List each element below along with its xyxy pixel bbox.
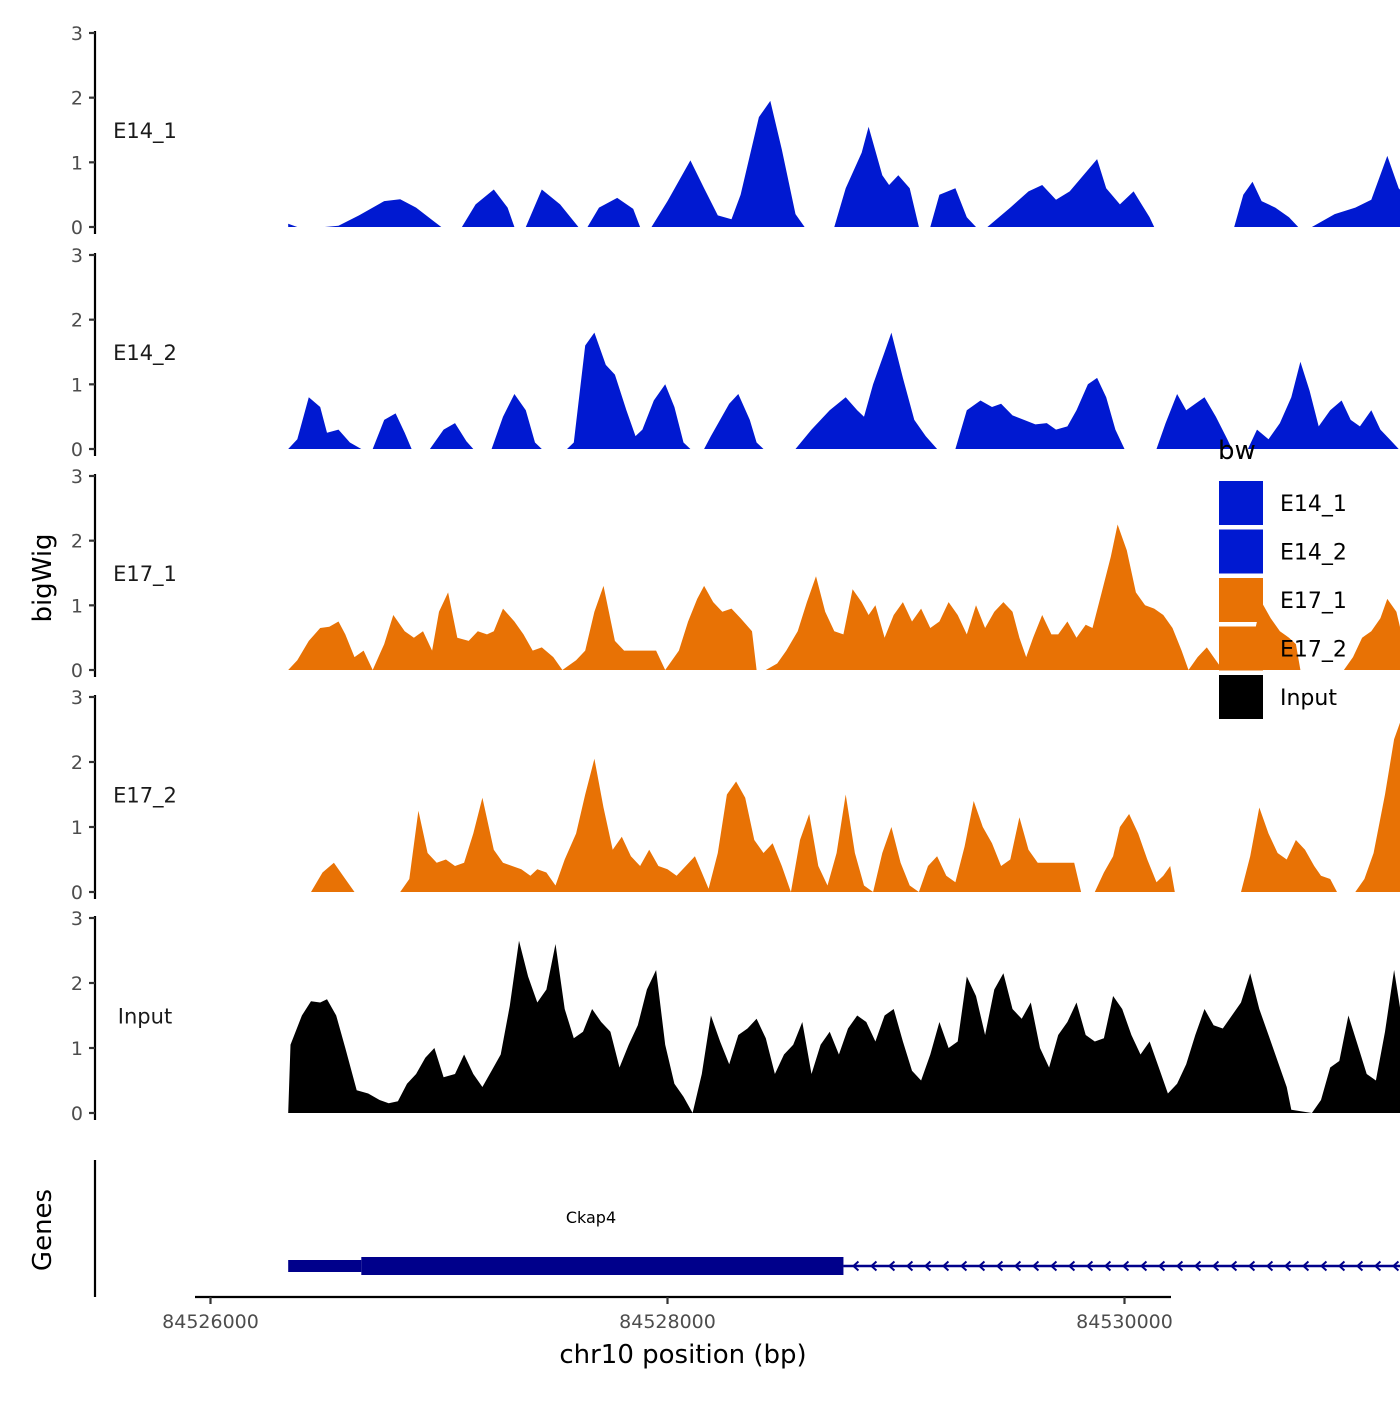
y-tick-label: 2 (71, 310, 83, 332)
strand-arrow (1067, 1260, 1076, 1272)
y-tick-label: 1 (71, 1038, 83, 1060)
legend-label: E14_1 (1280, 492, 1347, 517)
y-tick-label: 1 (71, 374, 83, 396)
legend-label: E17_2 (1280, 638, 1347, 663)
strand-arrow (1355, 1260, 1364, 1272)
strand-arrow (1157, 1260, 1166, 1272)
track-input: 0 1 2 3 Input (71, 908, 1400, 1125)
y-tick-label: 3 (71, 23, 83, 45)
track-label: Input (118, 1005, 172, 1029)
strand-arrow (977, 1260, 986, 1272)
legend-swatch (1219, 626, 1263, 671)
x-axis: 8452600084528000845300008453200084534000… (162, 1295, 1173, 1333)
track-e14-1: 0 1 2 3 E14_1 (71, 23, 1400, 239)
strand-arrow (1301, 1260, 1310, 1272)
strand-arrow (1049, 1260, 1058, 1272)
gene-name-label: Ckap4 (566, 1208, 616, 1227)
strand-arrow (923, 1260, 932, 1272)
x-tick-label: 84530000 (1076, 1311, 1173, 1333)
strand-arrow (1121, 1260, 1130, 1272)
x-tick-label: 84528000 (619, 1311, 716, 1333)
track-label: E14_2 (113, 341, 177, 366)
strand-arrow (941, 1260, 950, 1272)
y-tick-label: 2 (71, 88, 83, 110)
y-tick-label: 0 (71, 1103, 83, 1125)
y-tick-label: 2 (71, 752, 83, 774)
y-tick-label: 3 (71, 245, 83, 267)
strand-arrow (1283, 1260, 1292, 1272)
strand-arrow (1031, 1260, 1040, 1272)
strand-arrow (851, 1260, 860, 1272)
strand-arrow (1391, 1260, 1400, 1272)
legend-swatch (1219, 675, 1263, 719)
y-tick-label: 1 (71, 152, 83, 174)
y-tick-label: 3 (71, 466, 83, 488)
coverage-area-e14-2 (288, 332, 1400, 449)
gene-track-title: Genes (28, 1189, 58, 1271)
strand-arrow (1211, 1260, 1220, 1272)
legend-title: bw (1218, 436, 1256, 466)
coverage-area-e14-1 (288, 100, 1400, 227)
strand-arrow (1247, 1260, 1256, 1272)
track-label: E17_2 (113, 784, 177, 809)
strand-arrow (1373, 1260, 1382, 1272)
strand-arrow (869, 1260, 878, 1272)
y-tick-label: 2 (71, 973, 83, 995)
strand-arrow (1337, 1260, 1346, 1272)
legend-label: E17_1 (1280, 589, 1347, 614)
track-e17-1: 0 1 2 3 E17_1 (71, 466, 1400, 682)
strand-arrow (1175, 1260, 1184, 1272)
gene-track-layer: Ckap4 (93, 1160, 1400, 1297)
legend: bw E14_1 E14_2 E17_1 E17_2 Input (1218, 436, 1347, 719)
y-tick-label: 0 (71, 882, 83, 904)
track-label: E14_1 (113, 119, 177, 144)
strand-arrow (905, 1260, 914, 1272)
coverage-area-e17-1 (288, 524, 1400, 670)
strand-arrow (1319, 1260, 1328, 1272)
strand-arrow (1139, 1260, 1148, 1272)
legend-swatch (1219, 578, 1263, 622)
strand-arrow (959, 1260, 968, 1272)
strand-arrow (1265, 1260, 1274, 1272)
y-tick-label: 3 (71, 908, 83, 930)
x-axis-title: chr10 position (bp) (559, 1340, 806, 1370)
y-tick-label: 0 (71, 660, 83, 682)
y-axis-title: bigWig (28, 533, 58, 622)
track-e17-2: 0 1 2 3 E17_2 (71, 687, 1400, 904)
tracks-layer: 0 1 2 3 E14_1 0 1 2 3 E14_2 0 1 2 3 E17_1 0 1 2 3 E17_2 0 1 2 3… (71, 23, 1400, 1125)
legend-swatch (1219, 481, 1263, 525)
strand-arrow (995, 1260, 1004, 1272)
strand-arrow (1229, 1260, 1238, 1272)
strand-arrow (1013, 1260, 1022, 1272)
track-e14-2: 0 1 2 3 E14_2 (71, 245, 1400, 461)
y-tick-label: 0 (71, 217, 83, 239)
strand-arrow (1103, 1260, 1112, 1272)
y-tick-label: 0 (71, 439, 83, 461)
y-tick-label: 1 (71, 595, 83, 617)
coverage-area-input (288, 940, 1400, 1113)
strand-arrow (1085, 1260, 1094, 1272)
y-tick-label: 1 (71, 817, 83, 839)
coverage-area-e17-2 (311, 722, 1400, 892)
legend-swatch (1219, 529, 1263, 574)
gene-utr (288, 1260, 362, 1272)
y-tick-label: 2 (71, 531, 83, 553)
strand-arrow (1193, 1260, 1202, 1272)
strand-arrow (887, 1260, 896, 1272)
track-label: E17_1 (113, 562, 177, 587)
legend-label: Input (1280, 686, 1337, 711)
y-tick-label: 3 (71, 687, 83, 709)
x-tick-label: 84526000 (162, 1311, 259, 1333)
legend-label: E14_2 (1280, 541, 1347, 566)
gene-exon (361, 1257, 844, 1275)
